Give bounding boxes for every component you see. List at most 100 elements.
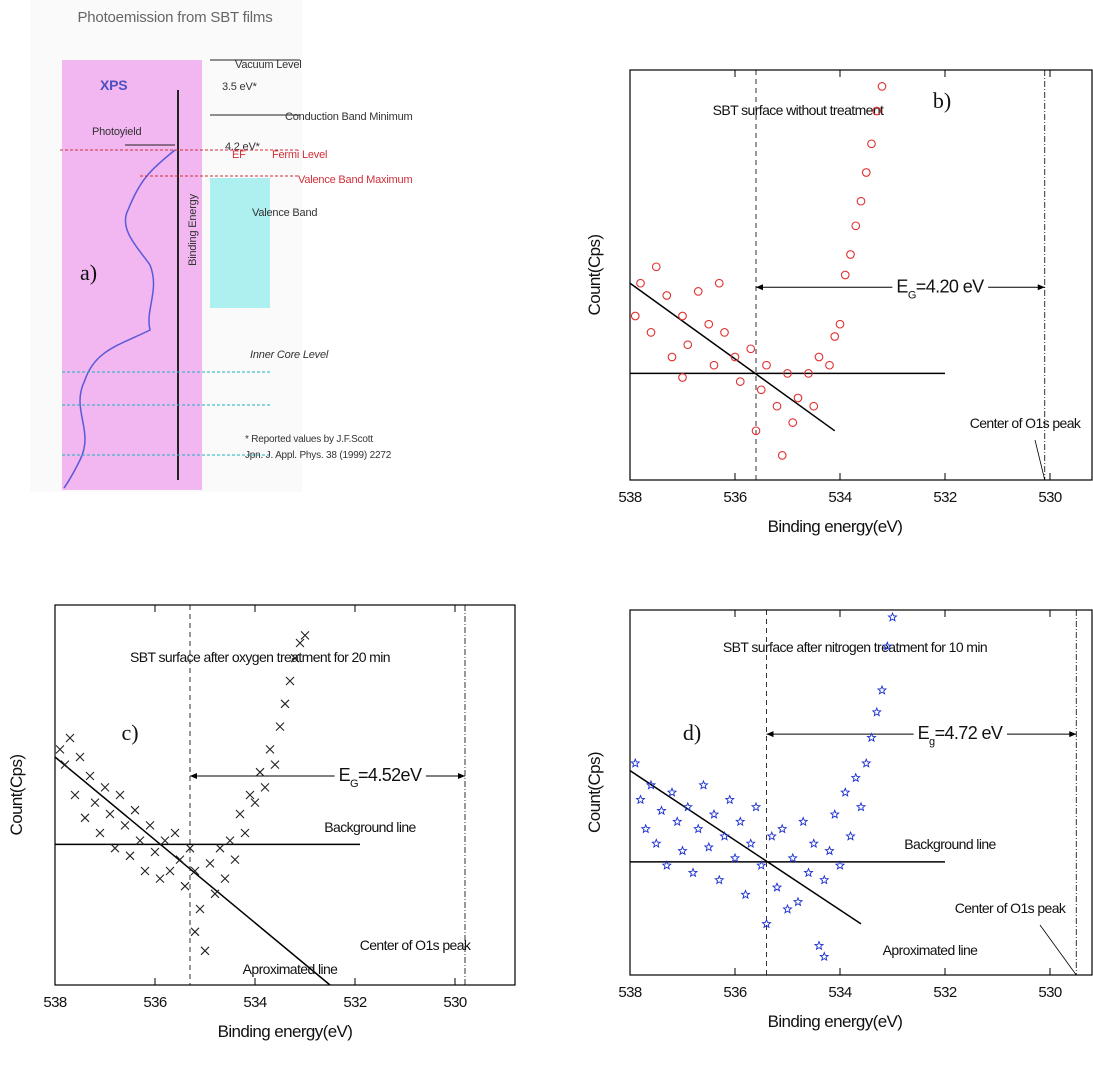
- point: [145, 821, 155, 830]
- point: [740, 889, 751, 900]
- point: [170, 828, 180, 838]
- point: [255, 767, 265, 777]
- point: [95, 828, 105, 838]
- point: [235, 809, 245, 819]
- point: [845, 830, 856, 841]
- point: [155, 874, 165, 883]
- point: [866, 732, 877, 743]
- arrow-head: [458, 773, 465, 779]
- point: [630, 311, 640, 321]
- point: [861, 757, 872, 768]
- plot-frame: [629, 69, 1093, 481]
- gap-label-sub: g: [929, 736, 935, 748]
- point: [105, 809, 115, 819]
- gap-label-value: =4.72 eV: [935, 723, 1003, 743]
- annotation: d): [683, 720, 701, 745]
- photoyield-label: Photoyield: [92, 126, 141, 138]
- annotation: Background line: [324, 819, 416, 835]
- x-tick-label: 536: [723, 984, 746, 1001]
- point: [270, 760, 280, 769]
- point: [819, 951, 830, 962]
- point: [90, 798, 100, 807]
- point: [777, 451, 787, 460]
- point: [70, 790, 80, 800]
- gap-label-symbol: E: [896, 276, 908, 296]
- point: [850, 772, 861, 783]
- point: [756, 860, 767, 870]
- gap1-label: 3.5 eV*: [222, 81, 258, 93]
- point: [661, 860, 672, 870]
- point: [872, 106, 882, 116]
- gap-label-symbol: E: [918, 723, 930, 743]
- gap-label: EG=4.52eV: [339, 765, 422, 790]
- annotation: SBT surface after oxygen treatment for 2…: [130, 649, 390, 665]
- point: [115, 790, 125, 800]
- point: [180, 881, 190, 891]
- panel-a: Photoemission from SBT films XPS Binding…: [30, 0, 413, 492]
- arrow-head: [756, 284, 763, 291]
- x-axis-label: Binding energy(eV): [768, 517, 903, 536]
- panel-label: a): [80, 260, 97, 285]
- point: [750, 801, 762, 812]
- pointer-arrow: [1034, 439, 1046, 481]
- point: [130, 805, 140, 815]
- point: [729, 852, 741, 863]
- point: [100, 783, 110, 792]
- arrow-head: [190, 773, 197, 779]
- point: [683, 340, 693, 350]
- point: [792, 896, 804, 907]
- point: [834, 860, 846, 870]
- arrow-head: [1037, 284, 1045, 291]
- point: [656, 805, 667, 816]
- point: [295, 638, 305, 648]
- gap-label-bg: [892, 276, 989, 302]
- point: [195, 904, 205, 914]
- point: [215, 843, 225, 853]
- gap-label-bg: [913, 723, 1007, 749]
- point: [803, 867, 814, 878]
- point: [829, 808, 840, 819]
- point: [645, 779, 657, 790]
- arrow-head: [1069, 731, 1077, 738]
- point: [761, 918, 772, 929]
- point: [185, 843, 195, 853]
- point: [75, 752, 85, 762]
- point: [120, 821, 130, 830]
- ef-label: EF: [232, 149, 246, 161]
- approximated-line: [629, 282, 836, 432]
- point: [85, 771, 95, 781]
- point: [200, 946, 210, 956]
- point: [867, 139, 876, 149]
- point: [135, 836, 145, 845]
- x-tick-label: 532: [343, 994, 366, 1011]
- y-axis-label: Count(Cps): [585, 235, 604, 316]
- point: [855, 801, 867, 812]
- point: [724, 794, 735, 805]
- point: [125, 851, 135, 861]
- point: [735, 816, 746, 827]
- point: [714, 874, 725, 885]
- annotation: SBT surface after nitrogen treatment for…: [723, 639, 987, 655]
- point: [704, 319, 714, 329]
- annotation: Center of O1s peak: [970, 415, 1082, 431]
- annotation: Center of O1s peak: [360, 937, 472, 953]
- x-tick-label: 530: [443, 994, 466, 1011]
- inner-core-label: Inner Core Level: [250, 349, 329, 361]
- point: [771, 882, 783, 892]
- point: [693, 823, 704, 834]
- point: [766, 830, 777, 841]
- point: [809, 401, 819, 411]
- point: [830, 332, 840, 341]
- point: [165, 866, 175, 876]
- x-tick-label: 532: [933, 984, 956, 1001]
- point: [762, 360, 771, 370]
- point: [80, 813, 90, 823]
- gap-label: Eg=4.72 eV: [918, 723, 1003, 748]
- point: [687, 867, 699, 878]
- x-tick-label: 538: [618, 984, 641, 1001]
- annotation: Aproximated line: [883, 942, 978, 958]
- point: [250, 798, 260, 807]
- point: [65, 733, 75, 743]
- point: [714, 278, 724, 288]
